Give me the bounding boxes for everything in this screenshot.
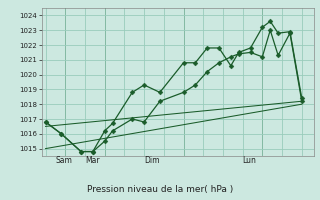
Text: Mar: Mar bbox=[85, 156, 100, 165]
Text: Lun: Lun bbox=[243, 156, 257, 165]
Text: Pression niveau de la mer( hPa ): Pression niveau de la mer( hPa ) bbox=[87, 185, 233, 194]
Text: Sam: Sam bbox=[55, 156, 72, 165]
Text: Dim: Dim bbox=[144, 156, 160, 165]
